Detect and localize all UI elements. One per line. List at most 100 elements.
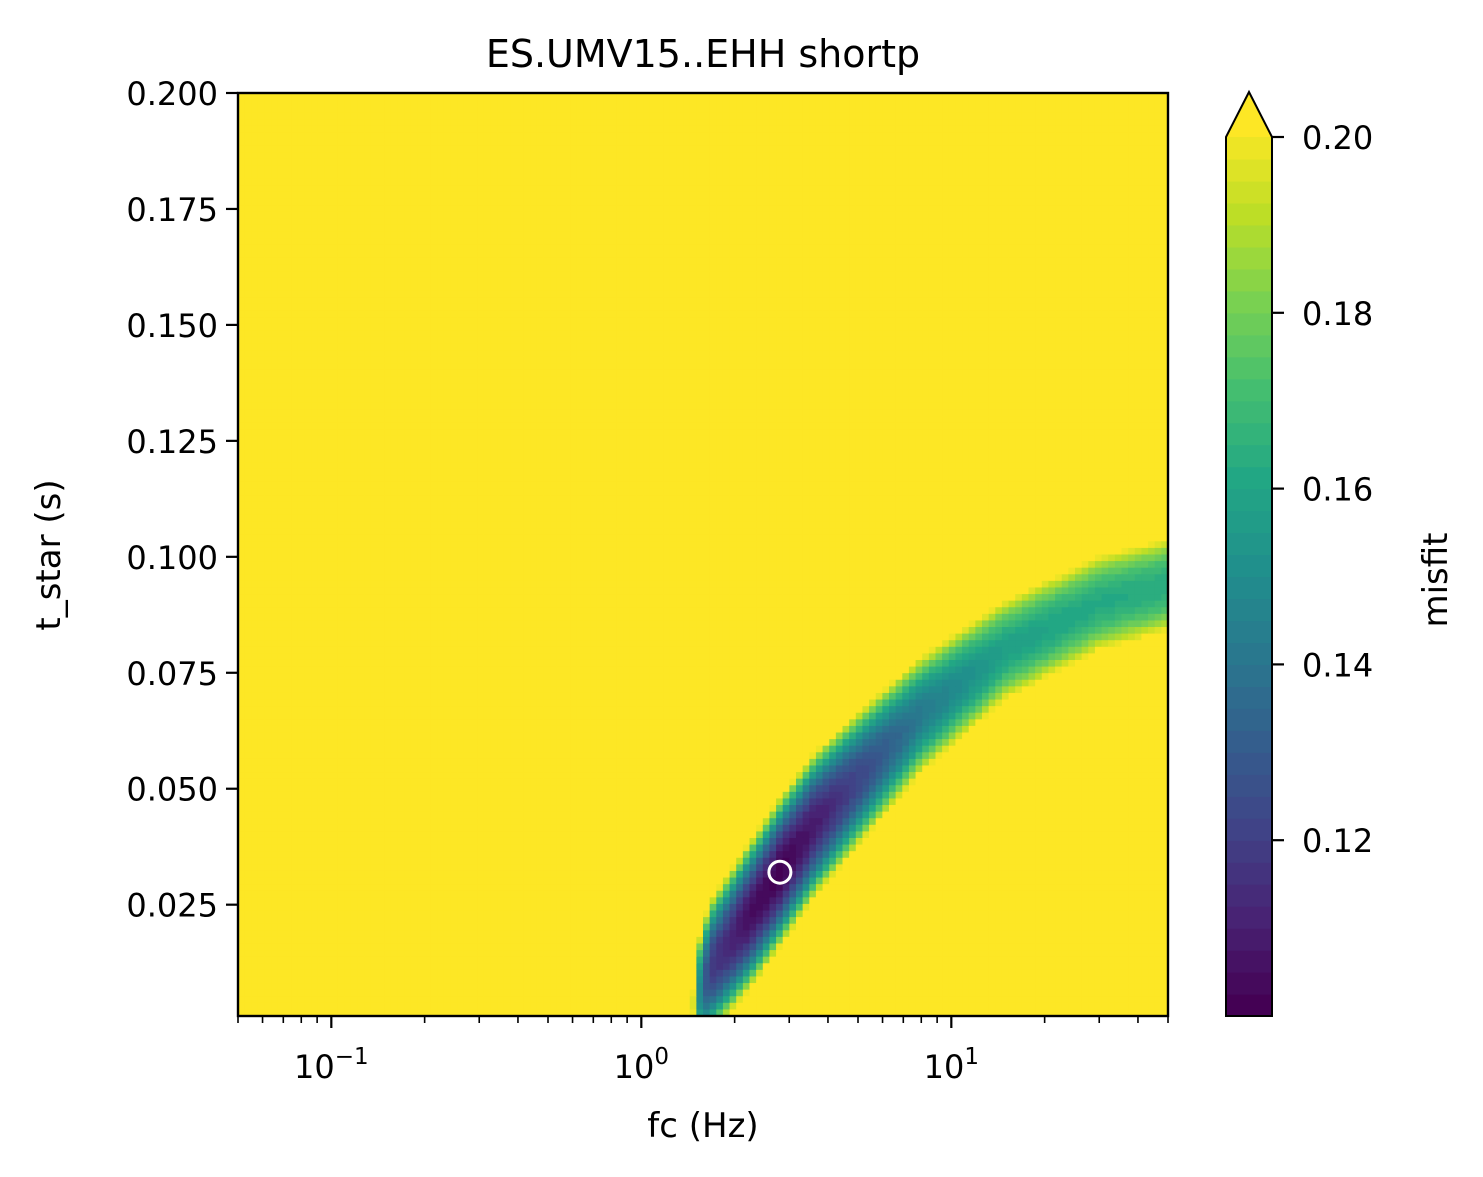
heatmap-cell (264, 93, 272, 101)
heatmap-cell (962, 178, 970, 186)
heatmap-cell (842, 244, 850, 252)
heatmap-cell (384, 277, 392, 285)
heatmap-cell (570, 205, 578, 213)
heatmap-cell (331, 172, 339, 180)
heatmap-cell (470, 99, 478, 107)
heatmap-cell (490, 112, 498, 120)
heatmap-cell (882, 303, 890, 312)
heatmap-cell (477, 323, 485, 331)
heatmap-cell (583, 112, 591, 120)
heatmap-cell (350, 231, 359, 239)
heatmap-cell (1154, 125, 1162, 134)
heatmap-cell (676, 93, 684, 101)
heatmap-cell (729, 139, 737, 147)
heatmap-cell (1148, 297, 1156, 305)
heatmap-cell (676, 264, 684, 272)
heatmap-cell (530, 264, 538, 272)
heatmap-cell (443, 264, 452, 272)
heatmap-cell (543, 158, 551, 167)
heatmap-cell (1015, 152, 1023, 160)
heatmap-cell (649, 119, 658, 127)
heatmap-cell (536, 185, 545, 193)
heatmap-cell (364, 145, 372, 153)
heatmap-cell (437, 251, 445, 259)
heatmap-cell (370, 99, 379, 107)
heatmap-cell (1035, 317, 1043, 325)
heatmap-cell (543, 271, 551, 279)
heatmap-cell (1101, 231, 1109, 239)
heatmap-cell (610, 198, 618, 206)
heatmap-cell (955, 218, 963, 226)
heatmap-cell (875, 185, 883, 193)
heatmap-cell (583, 205, 591, 213)
heatmap-cell (550, 231, 558, 239)
heatmap-cell (889, 112, 897, 120)
heatmap-cell (982, 198, 990, 206)
heatmap-cell (1101, 290, 1109, 298)
heatmap-cell (457, 264, 465, 272)
heatmap-cell (284, 297, 292, 305)
heatmap-cell (443, 145, 452, 153)
heatmap-cell (736, 205, 744, 213)
heatmap-cell (935, 112, 943, 120)
heatmap-cell (663, 185, 671, 193)
heatmap-cell (536, 303, 545, 312)
heatmap-cell (384, 198, 392, 206)
heatmap-cell (457, 172, 465, 180)
heatmap-cell (875, 290, 883, 298)
heatmap-cell (457, 251, 465, 259)
heatmap-cell (390, 158, 399, 167)
heatmap-cell (948, 284, 957, 292)
heatmap-cell (975, 198, 983, 206)
heatmap-cell (384, 231, 392, 239)
heatmap-cell (304, 238, 312, 246)
heatmap-cell (676, 218, 684, 226)
heatmap-cell (596, 218, 604, 226)
heatmap-cell (291, 238, 299, 246)
heatmap-cell (722, 231, 731, 239)
heatmap-cell (1021, 244, 1030, 252)
heatmap-cell (689, 303, 697, 312)
heatmap-cell (284, 271, 292, 279)
heatmap-cell (762, 231, 771, 239)
heatmap-cell (849, 158, 857, 167)
heatmap-cell (304, 323, 312, 331)
heatmap-cell (716, 106, 724, 114)
heatmap-cell (603, 317, 611, 325)
heatmap-cell (1081, 205, 1089, 213)
heatmap-cell (769, 198, 777, 206)
heatmap-cell (570, 257, 578, 266)
heatmap-cell (1021, 297, 1030, 305)
heatmap-cell (703, 310, 711, 318)
heatmap-cell (982, 264, 990, 272)
heatmap-cell (331, 290, 339, 298)
heatmap-cell (357, 290, 365, 298)
heatmap-cell (629, 238, 638, 246)
heatmap-cell (443, 198, 452, 206)
heatmap-cell (962, 257, 970, 266)
heatmap-cell (311, 165, 319, 173)
heatmap-cell (410, 244, 418, 252)
heatmap-cell (470, 172, 478, 180)
heatmap-cell (1068, 244, 1076, 252)
heatmap-cell (796, 99, 804, 107)
heatmap-cell (862, 323, 870, 331)
heatmap-cell (410, 93, 418, 101)
heatmap-cell (1015, 93, 1023, 101)
heatmap-cell (397, 244, 405, 252)
heatmap-cell (1035, 145, 1043, 153)
heatmap-cell (603, 106, 611, 114)
heatmap-cell (696, 106, 704, 114)
heatmap-cell (742, 264, 751, 272)
heatmap-cell (1055, 112, 1063, 120)
heatmap-cell (663, 145, 671, 153)
heatmap-cell (696, 271, 704, 279)
heatmap-cell (251, 172, 259, 180)
heatmap-cell (390, 99, 399, 107)
heatmap-cell (457, 119, 465, 127)
heatmap-cell (915, 211, 923, 219)
heatmap-cell (636, 158, 644, 167)
heatmap-cell (397, 165, 405, 173)
heatmap-cell (510, 158, 518, 167)
heatmap-cell (590, 191, 598, 200)
